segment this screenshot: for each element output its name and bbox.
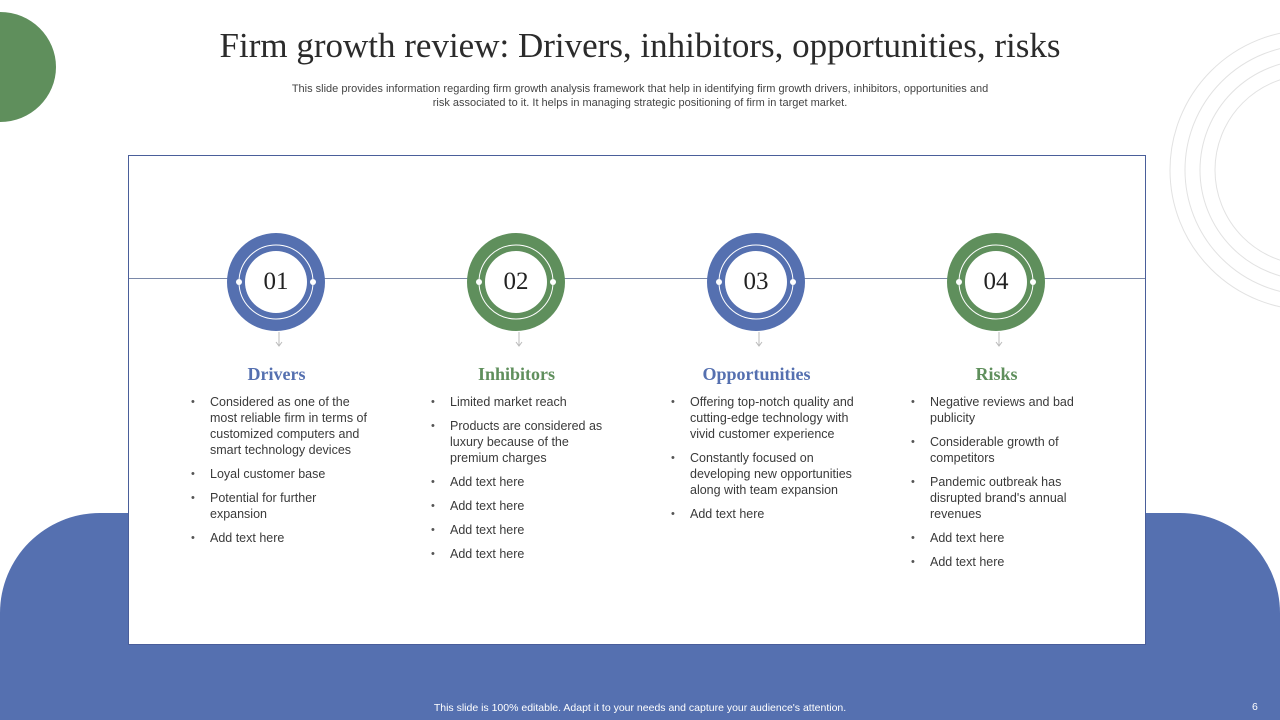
bullet-item: Add text here bbox=[431, 474, 616, 490]
bullet-list: Limited market reach Products are consid… bbox=[431, 394, 616, 570]
step-heading: Drivers bbox=[247, 364, 306, 384]
down-arrow-icon bbox=[995, 332, 1003, 347]
step-heading: Risks bbox=[975, 364, 1018, 384]
content-panel: 01 Drivers Considered as one of the most… bbox=[128, 155, 1146, 645]
page-number: 6 bbox=[1252, 701, 1258, 713]
bullet-item: Add text here bbox=[431, 546, 616, 562]
down-arrow-icon bbox=[515, 332, 523, 347]
bullet-list: Considered as one of the most reliable f… bbox=[191, 394, 376, 554]
footer-note: This slide is 100% editable. Adapt it to… bbox=[433, 702, 847, 714]
bullet-item: Considerable growth of competitors bbox=[911, 434, 1096, 466]
step-heading: Opportunities bbox=[702, 364, 811, 384]
step-opportunities: 03 Opportunities Offering top-notch qual… bbox=[609, 156, 854, 644]
step-circle: 04 bbox=[946, 230, 1050, 339]
step-number: 04 bbox=[983, 268, 1009, 295]
step-drivers: 01 Drivers Considered as one of the most… bbox=[129, 156, 369, 644]
down-arrow-icon bbox=[275, 332, 283, 347]
step-number: 03 bbox=[743, 268, 769, 295]
ring-graphic bbox=[707, 233, 805, 331]
step-circle: 01 bbox=[226, 230, 330, 339]
step-risks: 04 Risks Negative reviews and bad public… bbox=[849, 156, 1089, 644]
step-number: 02 bbox=[503, 268, 529, 295]
bullet-item: Constantly focused on developing new opp… bbox=[671, 450, 856, 498]
step-circle: 03 bbox=[706, 230, 810, 339]
bullet-list: Negative reviews and bad publicity Consi… bbox=[911, 394, 1096, 578]
ring-graphic bbox=[947, 233, 1045, 331]
timeline-line bbox=[129, 278, 1145, 279]
slide-title: Firm growth review: Drivers, inhibitors,… bbox=[219, 26, 1061, 65]
ring-graphic bbox=[467, 233, 565, 331]
bullet-list: Offering top-notch quality and cutting-e… bbox=[671, 394, 856, 530]
bullet-item: Limited market reach bbox=[431, 394, 616, 410]
ring-graphic bbox=[227, 233, 325, 331]
bullet-item: Negative reviews and bad publicity bbox=[911, 394, 1096, 426]
bullet-item: Add text here bbox=[911, 554, 1096, 570]
bullet-item: Potential for further expansion bbox=[191, 490, 376, 522]
step-number: 01 bbox=[263, 268, 289, 295]
slide-subtitle: This slide provides information regardin… bbox=[291, 83, 989, 109]
bullet-item: Products are considered as luxury becaus… bbox=[431, 418, 616, 466]
bullet-item: Pandemic outbreak has disrupted brand's … bbox=[911, 474, 1096, 522]
step-inhibitors: 02 Inhibitors Limited market reach Produ… bbox=[369, 156, 609, 644]
decorative-rings bbox=[1169, 32, 1280, 308]
bullet-item: Loyal customer base bbox=[191, 466, 376, 482]
step-circle: 02 bbox=[466, 230, 570, 339]
bullet-item: Add text here bbox=[671, 506, 856, 522]
bullet-item: Add text here bbox=[431, 522, 616, 538]
bullet-item: Add text here bbox=[911, 530, 1096, 546]
down-arrow-icon bbox=[755, 332, 763, 347]
step-heading: Inhibitors bbox=[477, 364, 556, 384]
bullet-item: Offering top-notch quality and cutting-e… bbox=[671, 394, 856, 442]
bullet-item: Considered as one of the most reliable f… bbox=[191, 394, 376, 458]
bullet-item: Add text here bbox=[431, 498, 616, 514]
bullet-item: Add text here bbox=[191, 530, 376, 546]
